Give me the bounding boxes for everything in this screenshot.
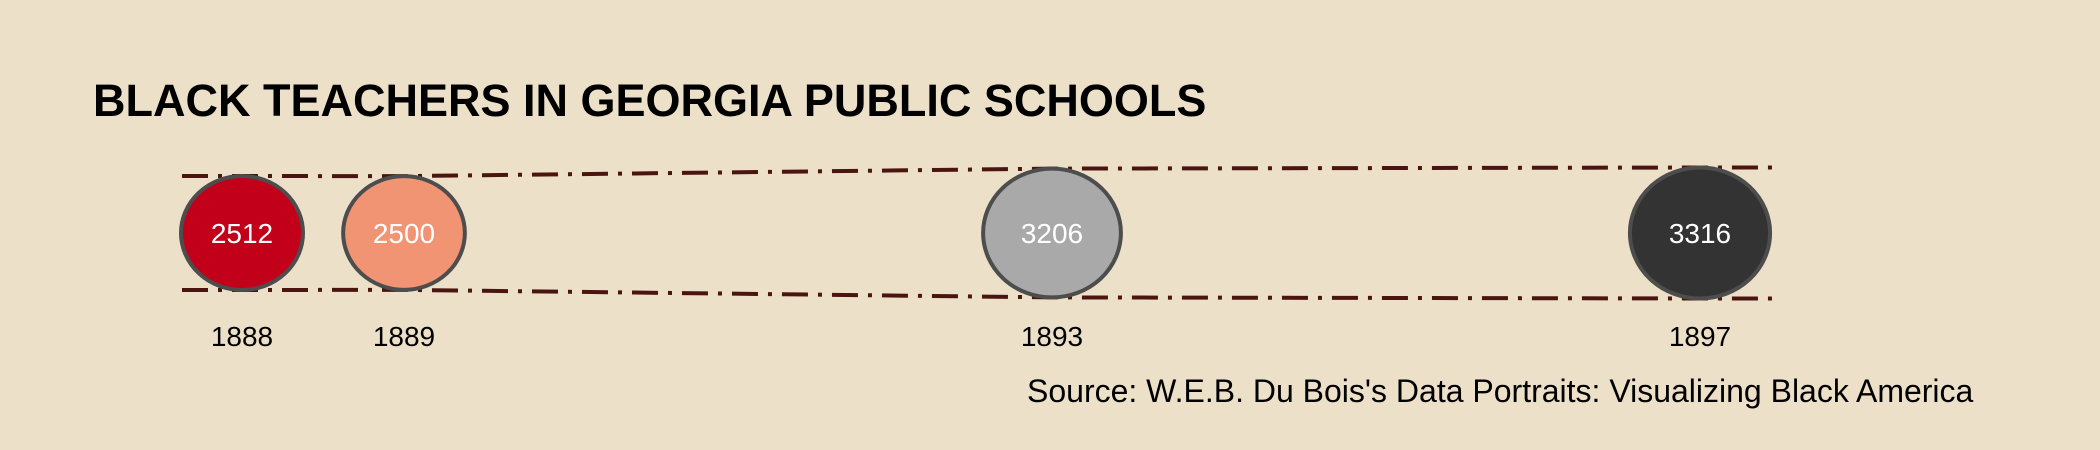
bubble-1893 <box>981 166 1123 300</box>
source-note: Source: W.E.B. Du Bois's Data Portraits:… <box>1027 373 1974 409</box>
bubble-1889 <box>341 174 467 292</box>
value-label-1893: 3206 <box>1021 218 1083 249</box>
envelope-bottom-line <box>182 287 1775 301</box>
bubbles: 2512 2500 3206 3316 <box>179 165 1773 301</box>
envelope-top-line <box>182 165 1775 179</box>
year-label-1897: 1897 <box>1669 321 1731 352</box>
bubble-1888 <box>179 174 305 292</box>
value-label-1897: 3316 <box>1669 218 1731 249</box>
chart-title: BLACK TEACHERS IN GEORGIA PUBLIC SCHOOLS <box>93 75 1206 126</box>
year-labels: 1888 1889 1893 1897 <box>211 321 1731 352</box>
year-label-1889: 1889 <box>373 321 435 352</box>
year-label-1893: 1893 <box>1021 321 1083 352</box>
bubble-1897 <box>1627 165 1773 301</box>
value-label-1889: 2500 <box>373 218 435 249</box>
value-label-1888: 2512 <box>211 218 273 249</box>
year-label-1888: 1888 <box>211 321 273 352</box>
